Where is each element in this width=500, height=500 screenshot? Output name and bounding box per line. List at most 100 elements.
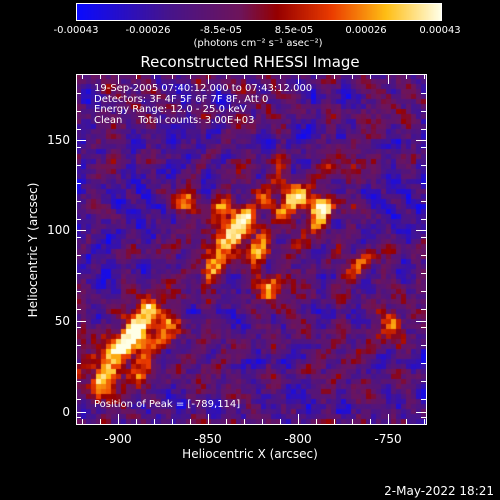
x-tick-label: -850 bbox=[194, 432, 222, 446]
tick-mark bbox=[416, 230, 426, 231]
tick-mark bbox=[421, 255, 426, 256]
tick-mark bbox=[76, 93, 81, 94]
tick-mark bbox=[421, 309, 426, 310]
tick-mark bbox=[416, 140, 426, 141]
colorbar-label-3: -8.5e-05 bbox=[200, 25, 242, 36]
tick-mark bbox=[172, 419, 173, 424]
tick-mark bbox=[76, 237, 81, 238]
tick-mark bbox=[76, 230, 86, 231]
tick-mark bbox=[226, 419, 227, 424]
tick-mark bbox=[76, 140, 86, 141]
tick-mark bbox=[76, 219, 81, 220]
tick-mark bbox=[76, 165, 81, 166]
tick-mark bbox=[421, 183, 426, 184]
y-tick-label: 0 bbox=[62, 405, 70, 419]
tick-mark bbox=[76, 201, 81, 202]
tick-mark bbox=[421, 399, 426, 400]
image-title: Reconstructed RHESSI Image bbox=[140, 53, 360, 71]
tick-mark bbox=[82, 74, 83, 79]
tick-mark bbox=[76, 183, 81, 184]
tick-mark bbox=[334, 74, 335, 79]
tick-mark bbox=[76, 417, 81, 418]
colorbar-label-5: 0.00026 bbox=[345, 25, 387, 36]
tick-mark bbox=[424, 419, 425, 424]
tick-mark bbox=[421, 417, 426, 418]
tick-mark bbox=[370, 419, 371, 424]
tick-mark bbox=[352, 419, 353, 424]
tick-mark bbox=[118, 74, 119, 79]
tick-mark bbox=[298, 74, 299, 79]
tick-mark bbox=[421, 147, 426, 148]
y-tick-label: 100 bbox=[47, 223, 70, 237]
colorbar-units: (photons cm⁻² s⁻¹ asec⁻²) bbox=[193, 38, 323, 49]
tick-mark bbox=[298, 419, 299, 424]
tick-mark bbox=[76, 345, 81, 346]
tick-mark bbox=[76, 327, 81, 328]
tick-mark bbox=[388, 74, 389, 79]
tick-mark bbox=[76, 129, 81, 130]
tick-mark bbox=[76, 147, 81, 148]
tick-mark bbox=[76, 111, 81, 112]
tick-mark bbox=[416, 321, 426, 322]
tick-mark bbox=[316, 419, 317, 424]
tick-mark bbox=[388, 419, 389, 424]
tick-mark bbox=[154, 419, 155, 424]
tick-mark bbox=[421, 237, 426, 238]
colorbar-label-4: 8.5e-05 bbox=[274, 25, 314, 36]
tick-mark bbox=[100, 74, 101, 79]
x-tick-label: -900 bbox=[104, 432, 132, 446]
tick-mark bbox=[352, 74, 353, 79]
tick-mark bbox=[226, 74, 227, 79]
peak-position: Position of Peak = [-789,114] bbox=[94, 399, 241, 410]
tick-mark bbox=[76, 381, 81, 382]
tick-mark bbox=[370, 74, 371, 79]
tick-mark bbox=[421, 111, 426, 112]
x-axis-label: Heliocentric X (arcsec) bbox=[182, 447, 318, 461]
tick-mark bbox=[421, 345, 426, 346]
tick-mark bbox=[280, 419, 281, 424]
tick-mark bbox=[76, 291, 81, 292]
tick-mark bbox=[421, 93, 426, 94]
tick-mark bbox=[76, 255, 81, 256]
tick-mark bbox=[82, 419, 83, 424]
tick-mark bbox=[262, 74, 263, 79]
tick-mark bbox=[100, 419, 101, 424]
rhessi-image bbox=[76, 74, 426, 424]
tick-mark bbox=[421, 381, 426, 382]
colorbar-label-max: 0.00043 bbox=[419, 25, 461, 36]
tick-mark bbox=[421, 201, 426, 202]
tick-mark bbox=[421, 363, 426, 364]
tick-mark bbox=[208, 419, 209, 424]
y-axis-label: Heliocentric Y (arcsec) bbox=[26, 182, 40, 318]
tick-mark bbox=[118, 74, 119, 84]
tick-mark bbox=[76, 273, 81, 274]
tick-mark bbox=[424, 74, 425, 79]
colorbar bbox=[76, 3, 442, 21]
tick-mark bbox=[244, 74, 245, 79]
tick-mark bbox=[406, 74, 407, 79]
tick-mark bbox=[76, 412, 86, 413]
x-tick-label: -750 bbox=[374, 432, 402, 446]
colorbar-label-min: -0.00043 bbox=[53, 25, 99, 36]
tick-mark bbox=[136, 74, 137, 79]
tick-mark bbox=[298, 74, 299, 84]
tick-mark bbox=[154, 74, 155, 79]
tick-mark bbox=[421, 165, 426, 166]
info-clean: Clean Total counts: 3.00E+03 bbox=[94, 114, 255, 126]
tick-mark bbox=[76, 321, 86, 322]
plot-datestamp: 2-May-2022 18:21 bbox=[384, 484, 494, 498]
tick-mark bbox=[262, 419, 263, 424]
tick-mark bbox=[190, 74, 191, 79]
tick-mark bbox=[316, 74, 317, 79]
tick-mark bbox=[280, 74, 281, 79]
tick-mark bbox=[388, 74, 389, 84]
info-time: 19-Sep-2005 07:40:12.000 to 07:43:12.000 bbox=[94, 83, 313, 94]
tick-mark bbox=[172, 74, 173, 79]
info-energy: Energy Range: 12.0 - 25.0 keV bbox=[94, 104, 247, 115]
tick-mark bbox=[76, 309, 81, 310]
tick-mark bbox=[421, 273, 426, 274]
tick-mark bbox=[421, 291, 426, 292]
tick-mark bbox=[406, 419, 407, 424]
tick-mark bbox=[118, 419, 119, 424]
y-tick-label: 150 bbox=[47, 133, 70, 147]
